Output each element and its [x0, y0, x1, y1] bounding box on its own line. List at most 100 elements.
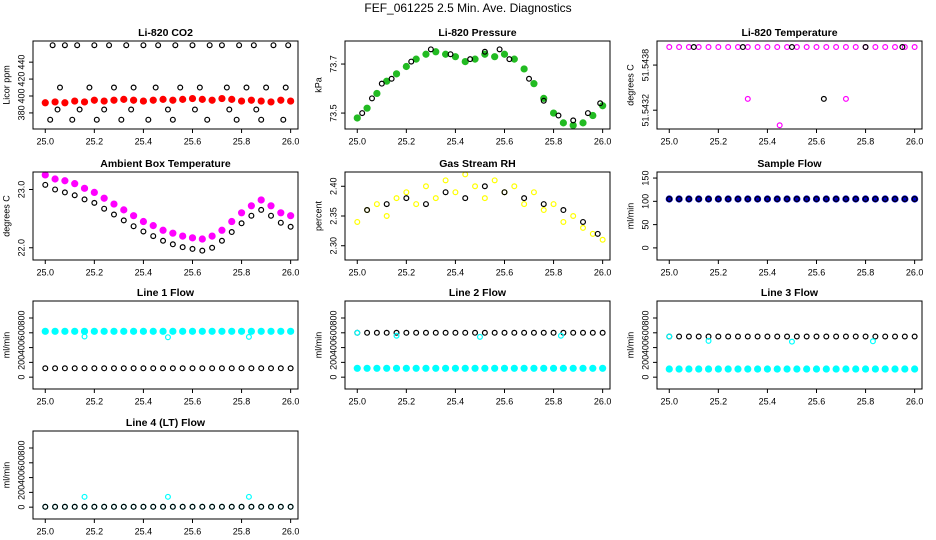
- data-point: [724, 365, 732, 373]
- data-point: [258, 503, 265, 510]
- data-point: [793, 196, 800, 203]
- x-tick-label: 25.4: [759, 267, 777, 277]
- data-point: [247, 96, 255, 104]
- data-point: [188, 327, 197, 335]
- data-point: [408, 58, 415, 65]
- data-point: [91, 503, 98, 510]
- data-point: [49, 42, 56, 49]
- data-point: [101, 106, 108, 113]
- data-point: [61, 177, 69, 185]
- data-point: [599, 236, 606, 243]
- data-point: [209, 365, 216, 372]
- data-point: [287, 365, 294, 372]
- data-point: [169, 96, 177, 104]
- y-tick-label: 0: [640, 245, 650, 250]
- data-point: [788, 44, 795, 51]
- data-point: [169, 241, 176, 248]
- data-point: [714, 365, 722, 373]
- data-point: [442, 177, 449, 184]
- data-point: [392, 70, 401, 78]
- data-point: [442, 364, 450, 372]
- data-point: [287, 327, 295, 335]
- y-tick-label: 51.5432: [640, 94, 650, 127]
- data-point: [169, 327, 177, 335]
- data-point: [422, 201, 429, 208]
- data-point: [198, 95, 206, 103]
- data-point: [520, 65, 528, 73]
- data-point: [705, 196, 712, 203]
- data-point: [520, 364, 528, 372]
- data-point: [715, 333, 722, 340]
- x-tick-label: 25.0: [661, 136, 679, 146]
- x-tick-label: 25.8: [545, 136, 563, 146]
- data-point: [402, 364, 410, 372]
- x-tick-label: 26.0: [594, 267, 612, 277]
- data-point: [364, 207, 371, 214]
- data-point: [196, 84, 203, 91]
- data-point: [130, 503, 137, 510]
- data-point: [253, 106, 260, 113]
- x-tick-label: 25.0: [349, 267, 367, 277]
- panel: Li-820 Temperature degrees C 25.0 25.2 25.4 2…: [625, 27, 923, 147]
- x-tick-label: 25.2: [710, 396, 728, 406]
- data-point: [160, 503, 167, 510]
- plot-frame: [32, 300, 299, 390]
- data-point: [451, 364, 460, 372]
- data-point: [52, 503, 59, 510]
- x-tick-label: 26.0: [282, 136, 300, 146]
- data-point: [93, 116, 100, 123]
- data-point: [52, 186, 59, 193]
- data-point: [432, 329, 439, 336]
- y-tick-label: 50: [640, 220, 650, 230]
- y-axis-label: degrees C: [1, 195, 11, 237]
- data-point: [74, 42, 81, 49]
- data-point: [353, 364, 361, 372]
- data-point: [199, 503, 206, 510]
- data-point: [580, 218, 587, 225]
- y-tick-label: 73.5: [328, 104, 338, 122]
- x-tick-label: 25.8: [545, 396, 563, 406]
- panel: Sample Flow ml/min 25.0 25.2 25.4 25.6 25.8 26.…: [625, 158, 923, 278]
- x-tick-label: 25.4: [759, 136, 777, 146]
- data-point: [164, 106, 171, 113]
- data-point: [403, 329, 410, 336]
- data-point: [120, 95, 128, 103]
- data-point: [491, 177, 498, 184]
- data-point: [471, 364, 479, 372]
- data-point: [71, 327, 79, 335]
- data-point: [41, 327, 49, 335]
- data-point: [199, 365, 206, 372]
- data-point: [579, 364, 587, 372]
- data-point: [491, 364, 499, 372]
- data-point: [842, 44, 849, 51]
- y-tick-label: 440: [16, 55, 26, 70]
- data-point: [784, 333, 791, 340]
- x-tick-label: 26.0: [282, 267, 300, 277]
- panel-title: Line 2 Flow: [449, 287, 507, 299]
- data-point: [248, 212, 255, 219]
- y-axis-label: ml/min: [625, 332, 635, 359]
- data-point: [803, 196, 810, 203]
- data-point: [130, 212, 138, 220]
- data-point: [427, 46, 434, 53]
- data-point: [208, 232, 216, 240]
- data-point: [549, 109, 558, 117]
- data-point: [41, 99, 49, 107]
- x-tick-label: 26.0: [906, 267, 924, 277]
- data-point: [704, 365, 713, 373]
- data-point: [101, 365, 108, 372]
- panel: Line 1 Flow ml/min 25.0 25.2 25.4 25.6 25.8 26.…: [1, 287, 299, 407]
- y-tick-label: 2.35: [328, 207, 338, 225]
- data-point: [218, 42, 225, 49]
- data-point: [666, 44, 673, 51]
- data-point: [872, 333, 879, 340]
- data-point: [188, 234, 197, 242]
- data-point: [589, 329, 596, 336]
- data-point: [496, 46, 503, 53]
- data-point: [268, 365, 275, 372]
- data-point: [872, 44, 879, 51]
- data-point: [228, 327, 236, 335]
- data-point: [803, 333, 810, 340]
- data-point: [110, 503, 117, 510]
- y-axis-label: Licor ppm: [1, 65, 11, 105]
